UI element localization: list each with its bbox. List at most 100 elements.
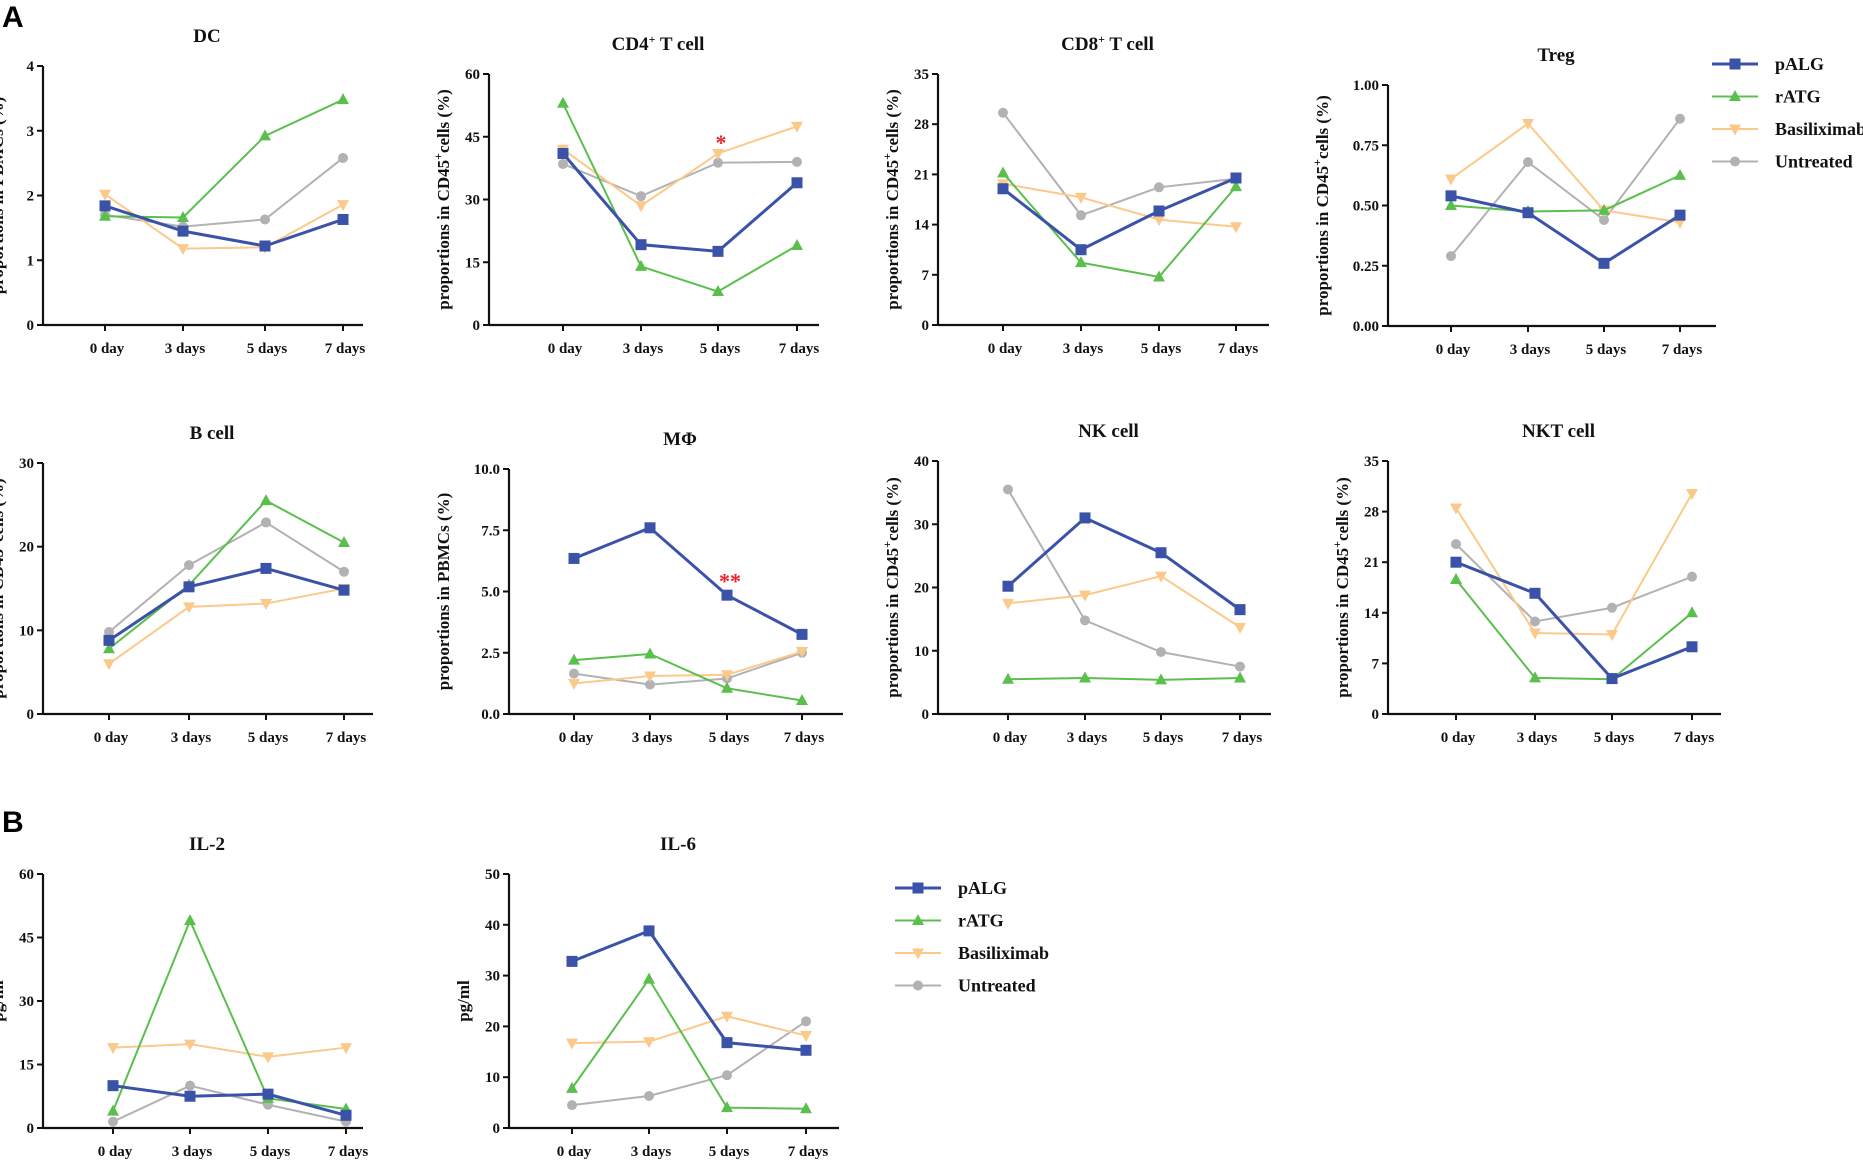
x-tick-label: 3 days: [171, 730, 212, 746]
chart-title-part: CD8: [1061, 34, 1098, 55]
data-point-basiliximab: [796, 647, 808, 659]
chart-title: NK cell: [1078, 421, 1139, 442]
y-axis-label: proportions in CD45+cells (%): [880, 89, 902, 309]
x-tick-label: 5 days: [250, 1144, 291, 1160]
data-point-palg: [1234, 604, 1246, 616]
series-untreated: [108, 1080, 351, 1127]
data-point-untreated: [108, 1116, 118, 1127]
y-axis-label-part: proportions in CD45: [1313, 166, 1332, 316]
data-point-basiliximab: [1522, 119, 1534, 131]
series-line-basiliximab: [1455, 493, 1693, 636]
x-tick-label: 3 days: [172, 1144, 213, 1160]
data-point-basiliximab: [1686, 489, 1698, 501]
legend-label: rATG: [958, 911, 1004, 931]
data-point-untreated: [644, 1090, 654, 1101]
y-tick-label: 21: [1364, 555, 1379, 571]
data-point-palg: [1450, 556, 1462, 568]
chart-title-part: CD4: [612, 34, 649, 55]
y-tick-label: 0: [922, 318, 930, 334]
data-point-untreated: [1523, 157, 1533, 168]
legend-entry-untreated: Untreated: [895, 976, 1036, 996]
data-point-palg: [557, 147, 569, 159]
x-tick-label: 7 days: [779, 341, 820, 357]
y-tick-label: 0: [27, 1121, 35, 1137]
x-tick-label: 3 days: [1517, 730, 1558, 746]
data-point-basiliximab: [791, 121, 803, 133]
data-point-basiliximab: [260, 599, 272, 611]
y-tick-label: 14: [914, 218, 930, 234]
chart-title-part: T cell: [1105, 34, 1154, 55]
data-point-untreated: [567, 1100, 577, 1111]
data-point-untreated: [792, 156, 802, 167]
x-tick-label: 5 days: [700, 341, 741, 357]
data-point-untreated: [261, 517, 271, 528]
legend-entry-ratg: rATG: [1712, 87, 1821, 107]
data-point-untreated: [998, 107, 1008, 118]
data-point-palg: [1686, 641, 1698, 653]
data-point-palg: [107, 1080, 119, 1092]
data-point-palg: [712, 245, 724, 257]
series-basiliximab: [568, 647, 808, 690]
series-line-ratg: [562, 102, 798, 293]
data-point-untreated: [260, 214, 270, 225]
y-tick-label: 10.0: [474, 462, 500, 478]
data-point-ratg: [800, 1102, 812, 1114]
data-point-untreated: [1451, 539, 1461, 550]
y-tick-label: 20: [485, 1019, 500, 1035]
series-line-basiliximab: [108, 587, 345, 665]
x-tick-label: 0 day: [1441, 730, 1476, 746]
data-point-palg: [177, 225, 189, 237]
series-line-basiliximab: [573, 650, 803, 685]
x-tick-label: 0 day: [548, 341, 583, 357]
chart-title: DC: [193, 26, 220, 47]
data-point-ratg: [796, 694, 808, 706]
series-ratg: [557, 96, 803, 297]
data-point-ratg: [1002, 672, 1014, 684]
series-line-palg: [1455, 560, 1693, 681]
legend-bottom: pALG rATG Basiliximab Untreated: [895, 878, 1049, 996]
y-axis-label-part: proportions in CD45: [883, 160, 902, 310]
data-point-ratg: [260, 494, 272, 506]
x-tick-label: 7 days: [325, 341, 366, 357]
y-axis-label-part: cells (%): [0, 478, 7, 542]
series-ratg: [1445, 168, 1686, 217]
data-point-ratg: [635, 259, 647, 271]
series-line-untreated: [1002, 112, 1237, 217]
x-tick-label: 0 day: [1436, 342, 1471, 358]
chart-nk: NK cell 0 10 20 30 40 0 day 3 days 5 days 7 days p…: [880, 421, 1271, 746]
y-axis-label-part: cells (%): [434, 89, 453, 153]
data-point-untreated: [104, 627, 114, 638]
series-ratg: [566, 972, 812, 1114]
y-axis-label-part: +: [431, 153, 445, 160]
series-line-ratg: [1002, 172, 1237, 279]
x-tick-label: 0 day: [557, 1144, 592, 1160]
data-point-basiliximab: [644, 671, 656, 683]
data-point-ratg: [721, 681, 733, 693]
y-axis-label-part: cells (%): [883, 89, 902, 153]
section-label-b: B: [2, 806, 24, 839]
data-point-untreated: [185, 1080, 195, 1091]
chart-title-part: +: [1098, 32, 1105, 46]
x-tick-label: 0 day: [988, 341, 1023, 357]
series-line-basiliximab: [1450, 122, 1681, 224]
series-palg: [568, 522, 808, 640]
y-tick-label: 0.00: [1353, 319, 1379, 335]
series-line-ratg: [108, 499, 345, 650]
series-basiliximab: [1002, 571, 1246, 634]
data-point-basiliximab: [103, 659, 115, 671]
data-point-ratg: [177, 211, 189, 223]
y-tick-label: 30: [914, 517, 929, 533]
chart-dc: DC 0 1 2 3 4 0 day 3 days 5 days 7 days proportion…: [0, 26, 365, 357]
x-tick-label: 0 day: [559, 730, 594, 746]
chart-title: MΦ: [663, 429, 697, 450]
data-point-ratg: [1686, 606, 1698, 618]
data-point-untreated: [1076, 210, 1086, 221]
y-tick-label: 28: [1364, 505, 1379, 521]
series-line-palg: [112, 1084, 347, 1117]
data-point-ratg: [1529, 671, 1541, 683]
data-point-untreated: [1003, 484, 1013, 495]
y-axis-label: proportions in CD45+cells (%): [431, 89, 453, 309]
data-point-palg: [1529, 587, 1541, 599]
y-tick-label: 40: [485, 918, 500, 934]
